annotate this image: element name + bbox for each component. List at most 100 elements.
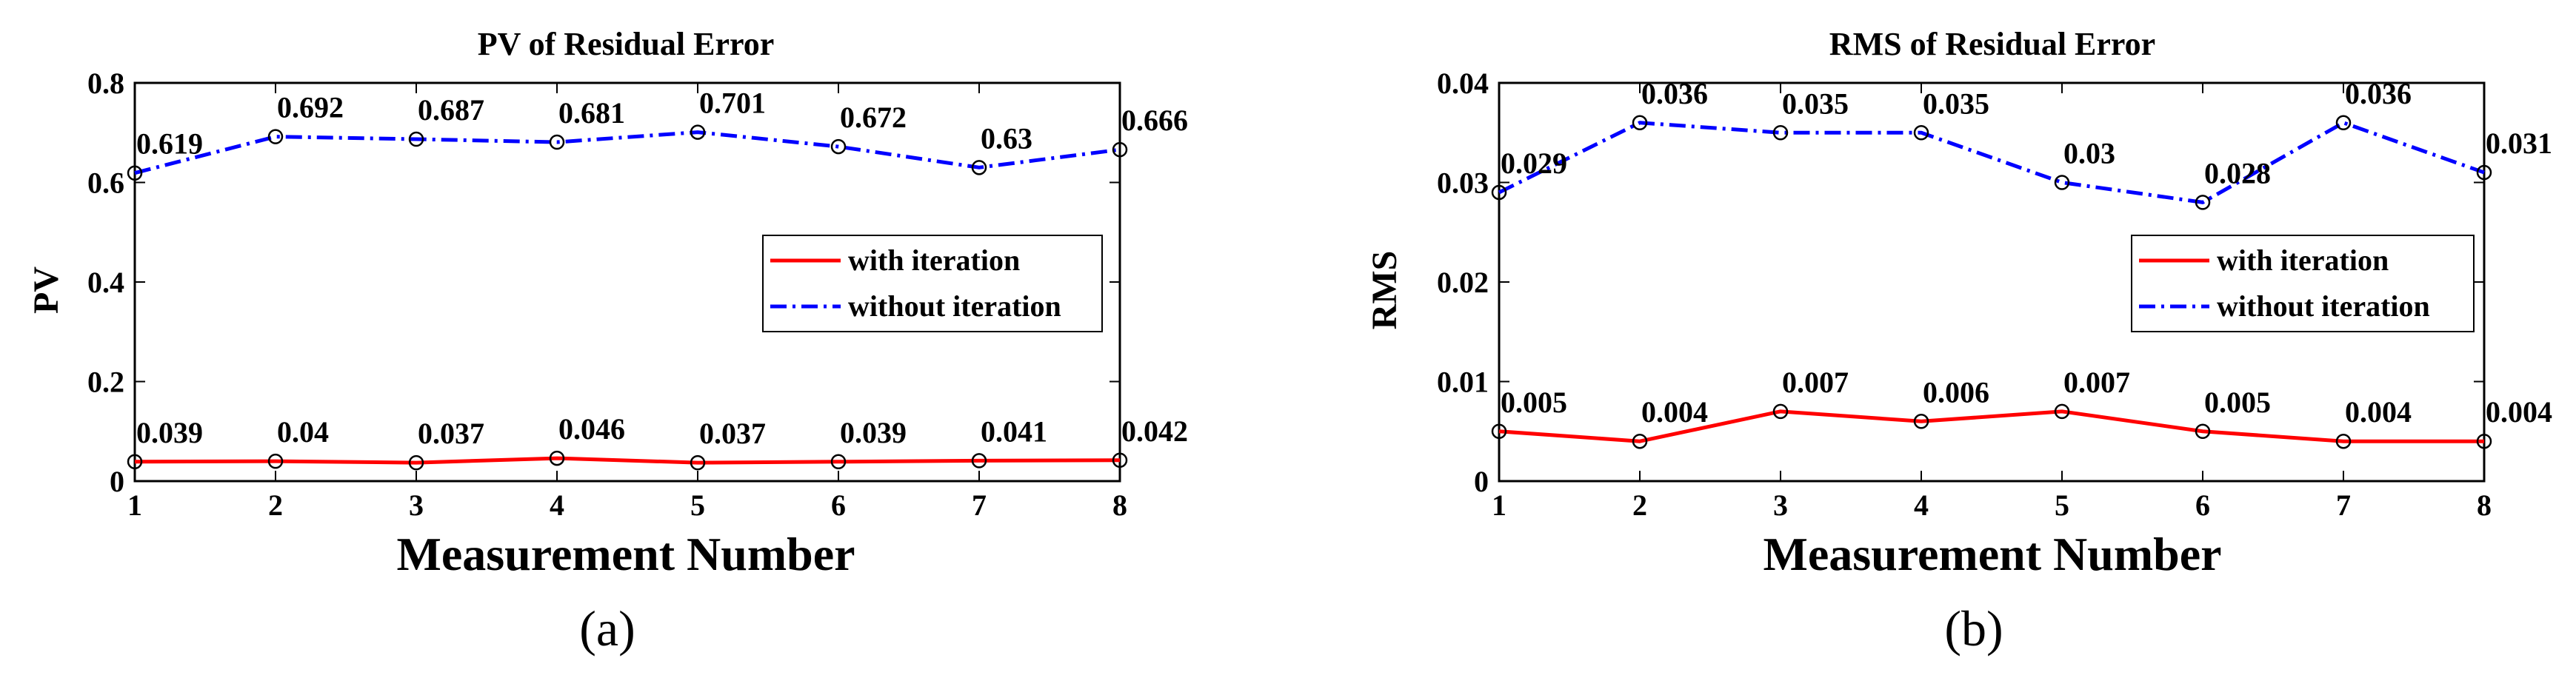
- chart-title: RMS of Residual Error: [1829, 26, 2155, 62]
- data-point-marker: [2476, 433, 2492, 449]
- x-tick-label: 2: [268, 489, 283, 522]
- data-point-marker: [1632, 115, 1648, 131]
- data-label: 0.028: [2204, 156, 2271, 189]
- data-point-marker: [2195, 195, 2211, 210]
- data-point-marker: [2054, 403, 2070, 420]
- data-label: 0.046: [558, 412, 625, 446]
- data-label: 0.666: [1121, 104, 1188, 137]
- data-label: 0.006: [1923, 375, 1989, 409]
- x-tick-label: 1: [127, 489, 142, 522]
- series-layer: [1491, 115, 2492, 449]
- x-tick-label: 5: [690, 489, 705, 522]
- x-tick-label: 7: [2336, 489, 2351, 522]
- plot-frame: [133, 81, 1121, 483]
- data-label: 0.035: [1782, 87, 1849, 120]
- x-tick-label: 4: [1914, 489, 1929, 522]
- data-point-marker: [549, 134, 565, 150]
- data-point-marker: [2335, 115, 2352, 131]
- data-label: 0.007: [2063, 366, 2130, 399]
- y-axis-label: PV: [27, 266, 66, 314]
- y-axis-ticks: 0 0.01 0.02 0.03 0.04: [1437, 67, 2484, 498]
- data-label: 0.042: [1121, 414, 1188, 448]
- series-line-without-iteration: [1498, 121, 2485, 204]
- data-point-marker: [408, 131, 424, 147]
- legend-label-without-iteration: without iteration: [2217, 289, 2430, 323]
- data-point-marker: [2335, 433, 2352, 449]
- x-tick-label: 1: [1492, 489, 1506, 522]
- data-label: 0.005: [2204, 386, 2271, 419]
- y-tick-label: 0.6: [87, 167, 124, 200]
- data-label: 0.039: [840, 416, 907, 449]
- data-point-marker: [971, 160, 987, 175]
- data-label: 0.005: [1501, 386, 1567, 419]
- y-tick-label: 0.01: [1437, 366, 1489, 399]
- y-axis-label: RMS: [1365, 251, 1404, 330]
- data-label: 0.004: [2486, 395, 2552, 429]
- x-tick-label: 3: [409, 489, 424, 522]
- legend-box: [2131, 235, 2475, 332]
- x-tick-label: 7: [972, 489, 987, 522]
- y-tick-label: 0: [110, 465, 124, 498]
- data-label: 0.029: [1501, 147, 1567, 180]
- data-label: 0.037: [418, 417, 484, 450]
- series-line-with-iteration: [1498, 409, 2484, 443]
- y-tick-label: 0.03: [1437, 167, 1489, 200]
- x-tick-label: 8: [1112, 489, 1127, 522]
- x-axis-label: Measurement Number: [1763, 528, 2221, 580]
- data-point-marker: [408, 454, 424, 471]
- x-axis-label: Measurement Number: [396, 528, 855, 580]
- data-label: 0.039: [136, 416, 203, 449]
- x-tick-label: 8: [2477, 489, 2492, 522]
- data-point-marker: [1112, 141, 1128, 158]
- data-labels: 0.005 0.004 0.007 0.006 0.007 0.005 0.004 0.004…: [1501, 77, 2552, 429]
- series-layer: [127, 124, 1128, 471]
- x-tick-label: 6: [831, 489, 846, 522]
- data-point-marker: [1491, 423, 1507, 439]
- y-tick-label: 0.02: [1437, 266, 1489, 299]
- data-point-marker: [267, 129, 284, 144]
- data-point-marker: [1913, 414, 1929, 429]
- data-point-marker: [1913, 125, 1929, 141]
- y-axis-ticks: 0 0.2 0.4 0.6 0.8: [87, 67, 1120, 498]
- legend: with iteration without iteration: [2131, 235, 2475, 332]
- x-axis-ticks: 1 2 3 4 5 6 7 8: [1492, 83, 2492, 522]
- data-point-marker: [830, 454, 847, 470]
- x-axis-ticks: 1 2 3 4 5 6 7 8: [127, 83, 1127, 522]
- data-point-marker: [127, 165, 143, 181]
- x-tick-label: 3: [1773, 489, 1788, 522]
- data-point-marker: [1112, 452, 1128, 469]
- data-point-marker: [2476, 164, 2492, 181]
- data-label: 0.672: [840, 101, 907, 134]
- chart-pv: PV of Residual Error 0 0.2 0.4 0.6 0.8 1 2 3 4 5…: [27, 26, 1188, 657]
- data-point-marker: [2054, 175, 2070, 190]
- x-tick-label: 2: [1632, 489, 1647, 522]
- y-tick-label: 0.4: [87, 266, 124, 299]
- series-line-with-iteration: [134, 456, 1121, 465]
- data-label: 0.03: [2063, 137, 2115, 170]
- data-label: 0.681: [558, 96, 625, 130]
- legend: with iteration without iteration: [762, 235, 1103, 332]
- y-tick-label: 0.8: [87, 67, 124, 100]
- data-point-marker: [267, 453, 284, 469]
- legend-label-without-iteration: without iteration: [848, 289, 1061, 323]
- data-label: 0.041: [981, 414, 1047, 448]
- data-point-marker: [1491, 184, 1507, 201]
- data-point-marker: [127, 454, 143, 470]
- chart-title: PV of Residual Error: [478, 26, 774, 62]
- data-point-marker: [690, 454, 706, 471]
- series-line-without-iteration: [134, 130, 1121, 175]
- data-label: 0.037: [699, 417, 766, 450]
- data-label: 0.004: [1641, 395, 1708, 429]
- data-label: 0.036: [1641, 77, 1708, 110]
- plot-frame: [1498, 81, 2486, 483]
- data-point-marker: [549, 450, 565, 466]
- data-label: 0.035: [1923, 87, 1989, 120]
- legend-box: [762, 235, 1103, 332]
- x-tick-label: 4: [550, 489, 564, 522]
- data-label: 0.031: [2486, 127, 2552, 160]
- panel-label: (b): [1944, 600, 2003, 657]
- data-label: 0.04: [277, 415, 329, 449]
- data-labels: 0.039 0.04 0.037 0.046 0.037 0.039 0.041 0.042 0…: [136, 87, 1188, 451]
- x-tick-label: 6: [2195, 489, 2210, 522]
